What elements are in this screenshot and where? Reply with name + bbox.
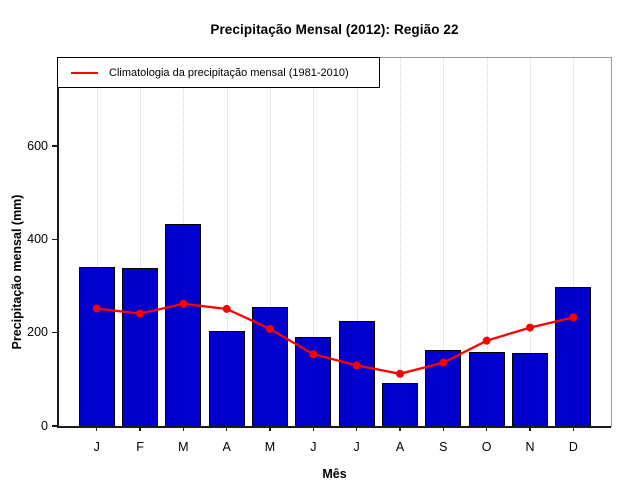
climatology-point-11 bbox=[569, 313, 578, 322]
gridline bbox=[356, 58, 358, 427]
bar-M-2 bbox=[165, 223, 202, 427]
y-tick-label: 400 bbox=[27, 231, 48, 246]
gridline bbox=[226, 58, 228, 427]
x-tick-label-4: M bbox=[264, 440, 276, 454]
x-tick bbox=[355, 426, 358, 431]
climatology-point-4 bbox=[266, 325, 275, 333]
gridline bbox=[400, 58, 401, 427]
x-tick-label-3: A bbox=[222, 440, 231, 454]
x-tick-label-5: J bbox=[310, 440, 317, 454]
x-tick bbox=[225, 426, 228, 431]
x-tick bbox=[529, 426, 531, 431]
y-tick bbox=[52, 238, 58, 241]
x-axis-line bbox=[57, 426, 611, 428]
legend-line-sample bbox=[71, 71, 98, 74]
x-tick-label-2: M bbox=[178, 440, 189, 454]
plot-area: Climatologia da precipitação mensal (198… bbox=[57, 57, 612, 428]
y-tick bbox=[52, 425, 58, 427]
gridline bbox=[573, 58, 575, 427]
x-axis-title: Mês bbox=[322, 467, 347, 481]
climatology-point-5 bbox=[309, 350, 318, 359]
x-tick bbox=[485, 426, 488, 431]
bar-D-11 bbox=[555, 287, 592, 427]
y-axis-line bbox=[57, 58, 59, 427]
gridline bbox=[443, 58, 445, 427]
climatology-point-1 bbox=[136, 309, 145, 318]
legend-label: Climatologia da precipitação mensal (198… bbox=[109, 66, 349, 79]
x-tick-label-6: J bbox=[353, 440, 360, 454]
gridline bbox=[486, 58, 488, 427]
climatology-point-9 bbox=[482, 336, 491, 345]
x-tick-label-10: N bbox=[525, 440, 535, 454]
climatology-point-10 bbox=[526, 323, 534, 332]
bar-A-3 bbox=[208, 331, 245, 427]
x-tick bbox=[442, 426, 445, 431]
x-tick-label-9: O bbox=[481, 440, 492, 454]
gridline bbox=[140, 58, 142, 427]
x-tick-label-11: D bbox=[568, 440, 578, 454]
climatology-point-2 bbox=[179, 299, 188, 308]
y-tick-label: 0 bbox=[41, 418, 48, 433]
bar-O-9 bbox=[468, 351, 505, 427]
gridline bbox=[96, 58, 98, 427]
y-tick bbox=[52, 331, 58, 334]
climatology-point-6 bbox=[352, 361, 361, 370]
gridline bbox=[313, 58, 315, 427]
climatology-point-3 bbox=[222, 304, 231, 313]
x-tick bbox=[269, 426, 271, 431]
x-tick bbox=[572, 426, 575, 431]
bar-J-6 bbox=[338, 320, 375, 427]
climatology-line bbox=[96, 302, 574, 375]
x-tick-label-8: S bbox=[439, 440, 448, 454]
x-tick bbox=[312, 426, 315, 431]
gridline bbox=[530, 58, 531, 427]
bar-J-0 bbox=[78, 267, 115, 427]
climatology-point-8 bbox=[439, 358, 448, 367]
y-tick-label: 200 bbox=[27, 325, 48, 340]
y-tick-label: 600 bbox=[27, 138, 48, 153]
climatology-line-layer bbox=[92, 299, 578, 378]
x-tick-label-1: F bbox=[136, 440, 144, 454]
x-tick-label-7: A bbox=[395, 440, 405, 454]
x-tick bbox=[95, 426, 98, 431]
x-tick bbox=[399, 426, 401, 431]
climatology-point-0 bbox=[92, 304, 101, 313]
y-tick bbox=[52, 145, 58, 147]
bar-A-7 bbox=[382, 382, 418, 427]
gridline bbox=[270, 58, 272, 427]
climatology-point-7 bbox=[396, 369, 405, 378]
legend: Climatologia da precipitação mensal (198… bbox=[57, 57, 380, 88]
x-tick bbox=[182, 426, 185, 431]
x-tick bbox=[139, 426, 141, 431]
bar-S-8 bbox=[425, 350, 462, 427]
chart-title: Precipitação Mensal (2012): Região 22 bbox=[210, 22, 459, 37]
bar-N-10 bbox=[512, 352, 548, 427]
x-tick-label-0: J bbox=[93, 440, 100, 454]
